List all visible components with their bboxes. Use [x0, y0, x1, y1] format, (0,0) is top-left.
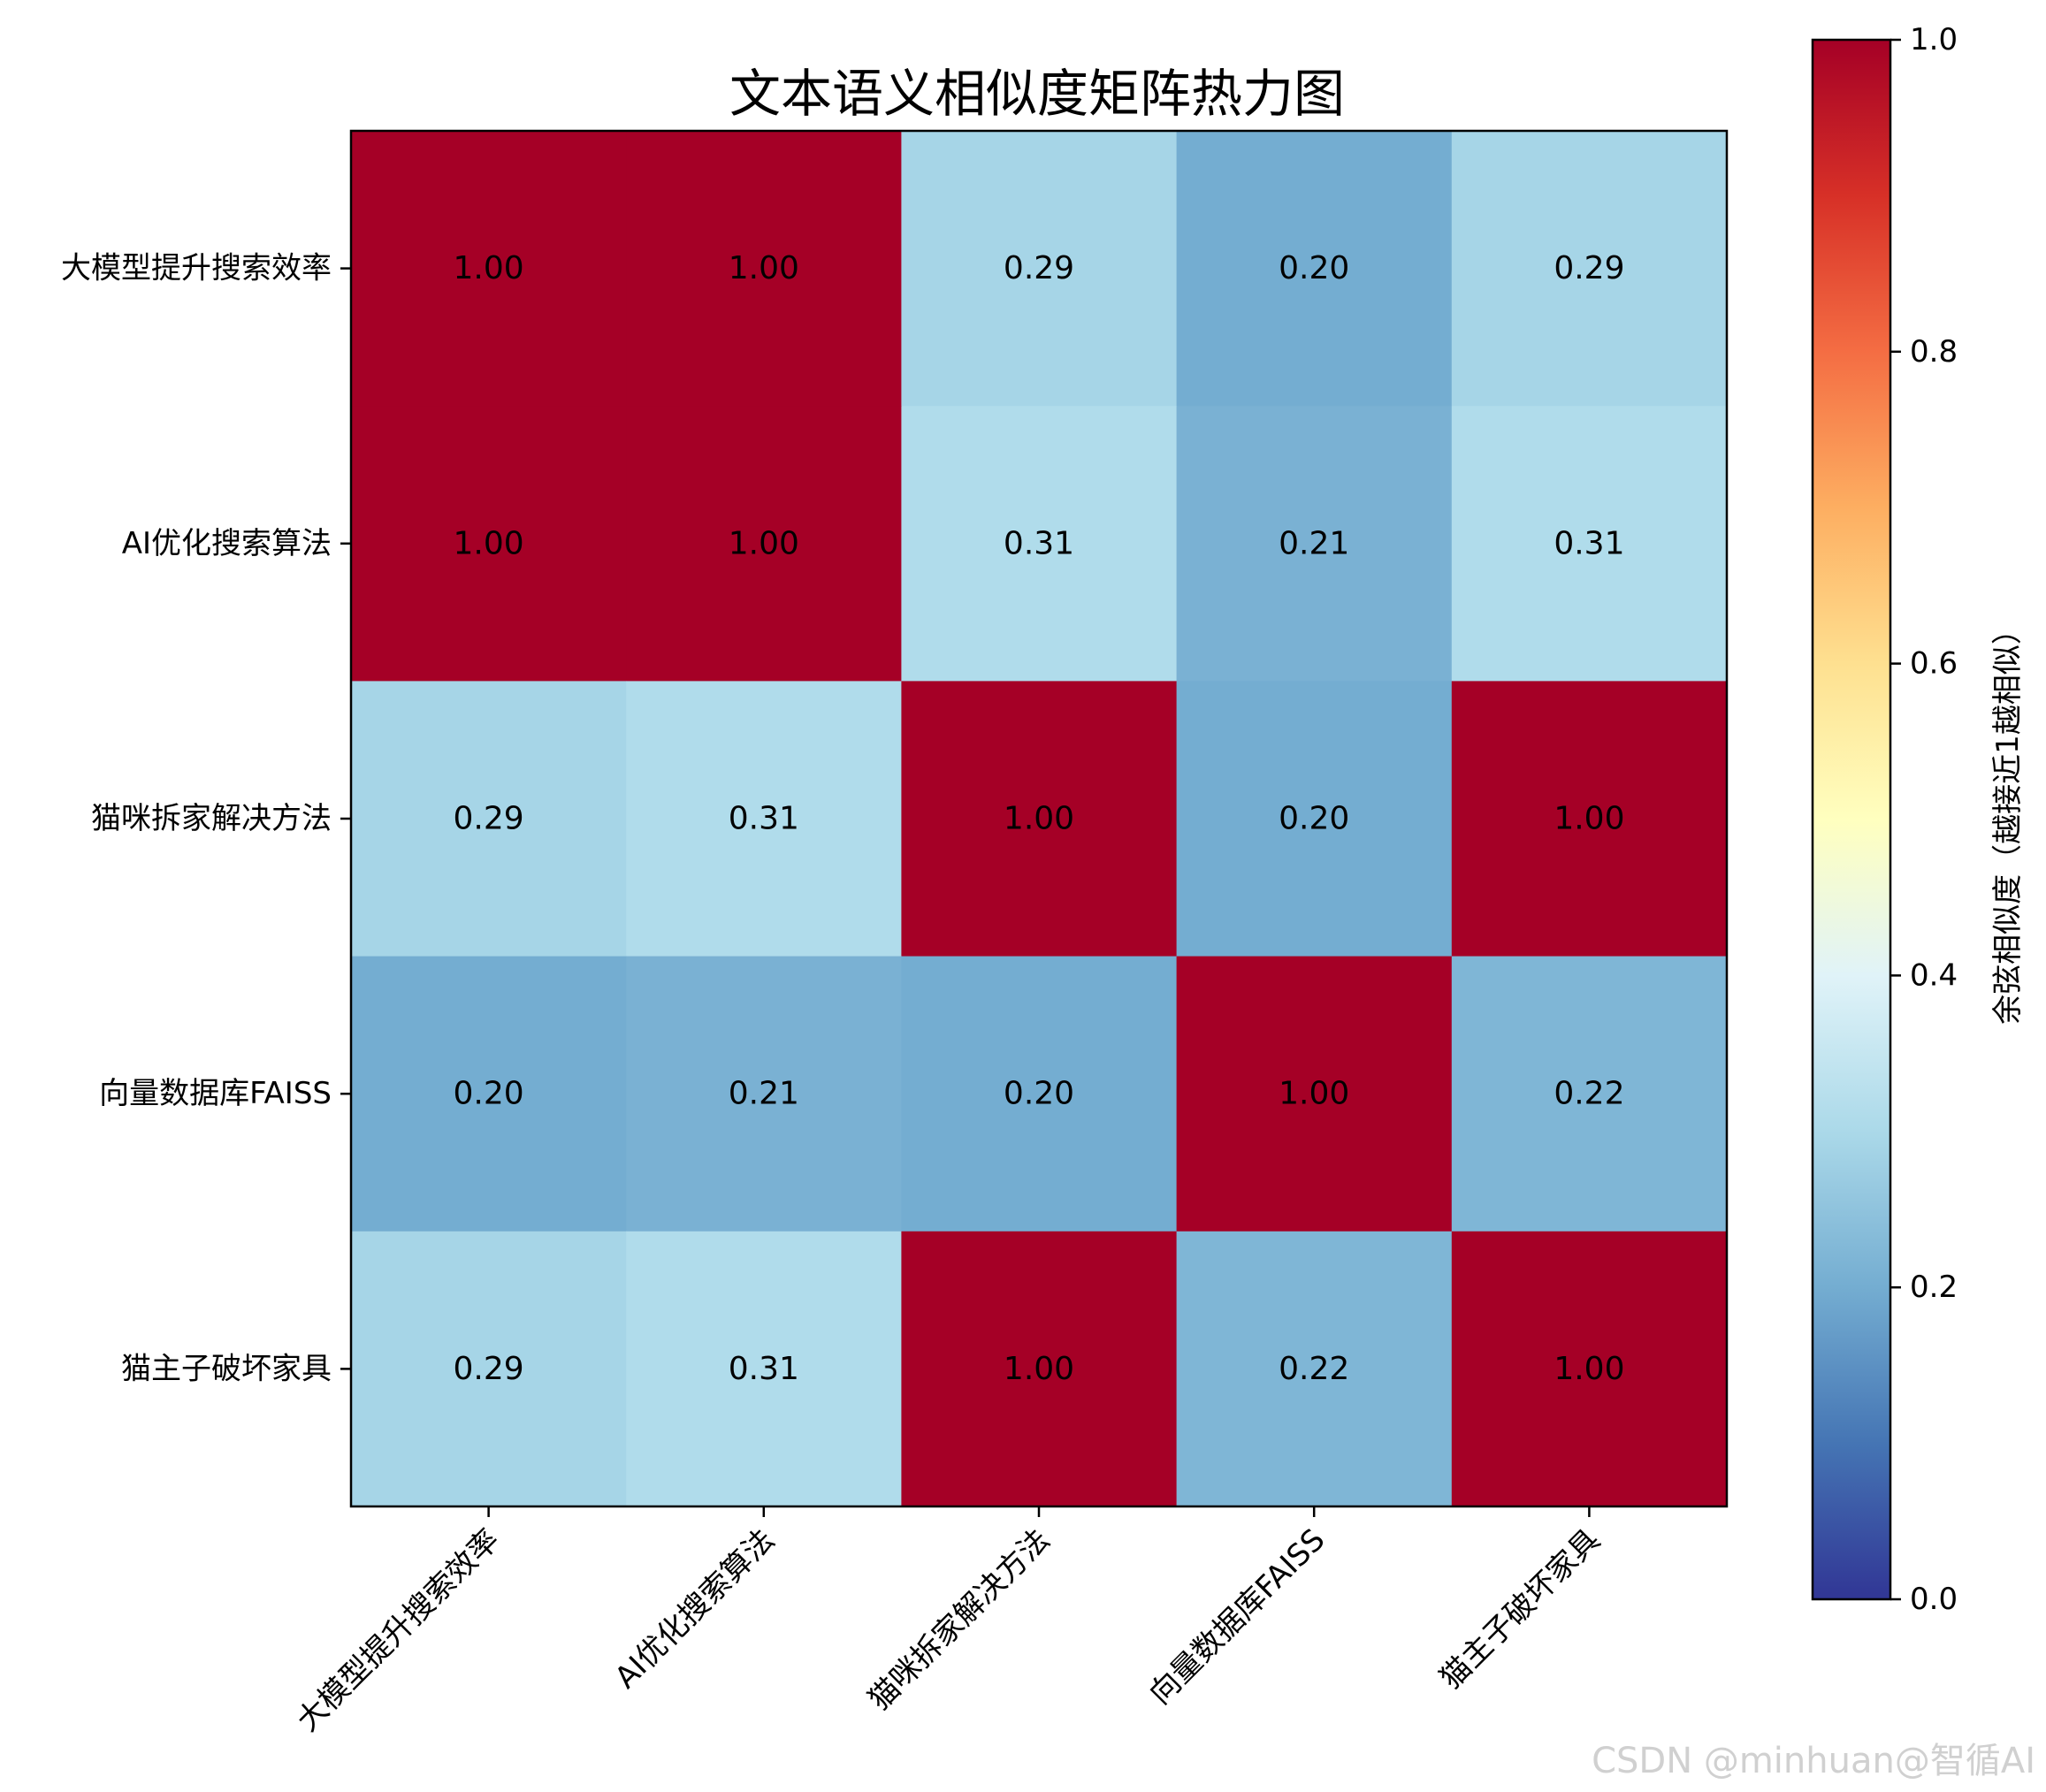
- colorbar: 0.0 0.2 0.4 0.6 0.8 1.0 余弦相似度（越接近1越相似）: [1811, 22, 2026, 1617]
- heatmap-cell-r1-c1: [626, 406, 902, 682]
- heatmap-cell-r1-c4: [1451, 406, 1728, 682]
- colorbar-gradient: [1811, 38, 1892, 1601]
- cell-value-label: 0.22: [1279, 1351, 1349, 1387]
- colorbar-tick-label: 0.4: [1910, 957, 1958, 993]
- heatmap-cell-r4-c1: [626, 1231, 902, 1507]
- heatmap-cell-r0-c2: [901, 131, 1178, 407]
- heatmap-cell-r2-c0: [351, 681, 627, 957]
- cell-value-label: 0.29: [1554, 250, 1624, 286]
- cell-value-label: 1.00: [1554, 801, 1624, 837]
- heatmap-cell-r2-c4: [1451, 681, 1728, 957]
- cell-value-label: 0.31: [1004, 525, 1074, 561]
- heatmap-cell-r4-c2: [901, 1231, 1178, 1507]
- y-tick-label: 猫主子破坏家具: [121, 1351, 332, 1386]
- cell-value-label: 0.20: [1279, 250, 1349, 286]
- colorbar-tick-label: 0.8: [1910, 334, 1958, 370]
- cell-value-label: 0.31: [729, 1351, 799, 1387]
- cell-value-label: 0.22: [1554, 1076, 1624, 1112]
- heatmap-cell-r4-c4: [1451, 1231, 1728, 1507]
- heatmap-cell-r3-c3: [1176, 956, 1453, 1232]
- heatmap-cell-r1-c2: [901, 406, 1178, 682]
- heatmap-cells: [351, 131, 1728, 1507]
- cell-value-label: 0.31: [1554, 525, 1624, 561]
- colorbar-tick-label: 0.6: [1910, 646, 1958, 682]
- cell-value-label: 1.00: [1554, 1351, 1624, 1387]
- colorbar-tick-label: 0.2: [1910, 1270, 1958, 1305]
- heatmap-cell-r0-c1: [626, 131, 902, 407]
- cell-value-label: 1.00: [1004, 1351, 1074, 1387]
- heatmap-cell-labels: 1.00 1.00 0.29 0.20 0.29 1.00 1.00 0.31 0.21 0.31…: [454, 250, 1625, 1387]
- heatmap-cell-r2-c2: [901, 681, 1178, 957]
- x-tick-label: AI优化搜索算法: [608, 1522, 782, 1696]
- y-tick-label: 猫咪拆家解决方法: [91, 801, 332, 836]
- heatmap-cell-r4-c0: [351, 1231, 627, 1507]
- heatmap-cell-r3-c1: [626, 956, 902, 1232]
- cell-value-label: 1.00: [1279, 1076, 1349, 1112]
- heatmap-cell-r3-c4: [1451, 956, 1728, 1232]
- heatmap-cell-r3-c2: [901, 956, 1178, 1232]
- heatmap-cell-r2-c1: [626, 681, 902, 957]
- cell-value-label: 1.00: [729, 250, 799, 286]
- cell-value-label: 0.29: [454, 1351, 524, 1387]
- x-axis-ticks: 大模型提升搜索效率 AI优化搜索算法 猫咪拆家解决方法 向量数据库FAISS 猫主子破坏…: [290, 1506, 1607, 1739]
- colorbar-tick-label: 0.0: [1910, 1582, 1958, 1617]
- cell-value-label: 0.20: [1279, 801, 1349, 837]
- chart-title: 文本语义相似度矩阵热力图: [729, 64, 1345, 124]
- heatmap-cell-r0-c3: [1176, 131, 1453, 407]
- heatmap-cell-r2-c3: [1176, 681, 1453, 957]
- heatmap-cell-r4-c3: [1176, 1231, 1453, 1507]
- x-tick-label: 向量数据库FAISS: [1142, 1522, 1332, 1712]
- cell-value-label: 1.00: [1004, 801, 1074, 837]
- cell-value-label: 0.21: [729, 1076, 799, 1112]
- y-tick-label: 向量数据库FAISS: [99, 1076, 332, 1111]
- colorbar-ticks: 0.0 0.2 0.4 0.6 0.8 1.0: [1890, 22, 1958, 1617]
- cell-value-label: 0.29: [454, 801, 524, 837]
- colorbar-tick-label: 1.0: [1910, 22, 1958, 57]
- heatmap-cell-r1-c3: [1176, 406, 1453, 682]
- watermark: CSDN @minhuan@智循AI: [1592, 1741, 2035, 1781]
- cell-value-label: 1.00: [729, 525, 799, 561]
- heatmap-cell-r1-c0: [351, 406, 627, 682]
- cell-value-label: 0.21: [1279, 525, 1349, 561]
- heatmap-cell-r0-c0: [351, 131, 627, 407]
- y-tick-label: AI优化搜索算法: [122, 526, 332, 561]
- x-tick-label: 大模型提升搜索效率: [290, 1522, 507, 1739]
- heatmap-cell-r3-c0: [351, 956, 627, 1232]
- cell-value-label: 0.29: [1004, 250, 1074, 286]
- colorbar-label: 余弦相似度（越接近1越相似）: [1990, 614, 2026, 1025]
- cell-value-label: 0.20: [1004, 1076, 1074, 1112]
- x-tick-label: 猫咪拆家解决方法: [862, 1522, 1057, 1718]
- y-tick-label: 大模型提升搜索效率: [61, 251, 332, 286]
- x-tick-label: 猫主子破坏家具: [1433, 1522, 1607, 1697]
- heatmap-cell-r0-c4: [1451, 131, 1728, 407]
- cell-value-label: 1.00: [454, 525, 524, 561]
- cell-value-label: 0.20: [454, 1076, 524, 1112]
- cell-value-label: 1.00: [454, 250, 524, 286]
- cell-value-label: 0.31: [729, 801, 799, 837]
